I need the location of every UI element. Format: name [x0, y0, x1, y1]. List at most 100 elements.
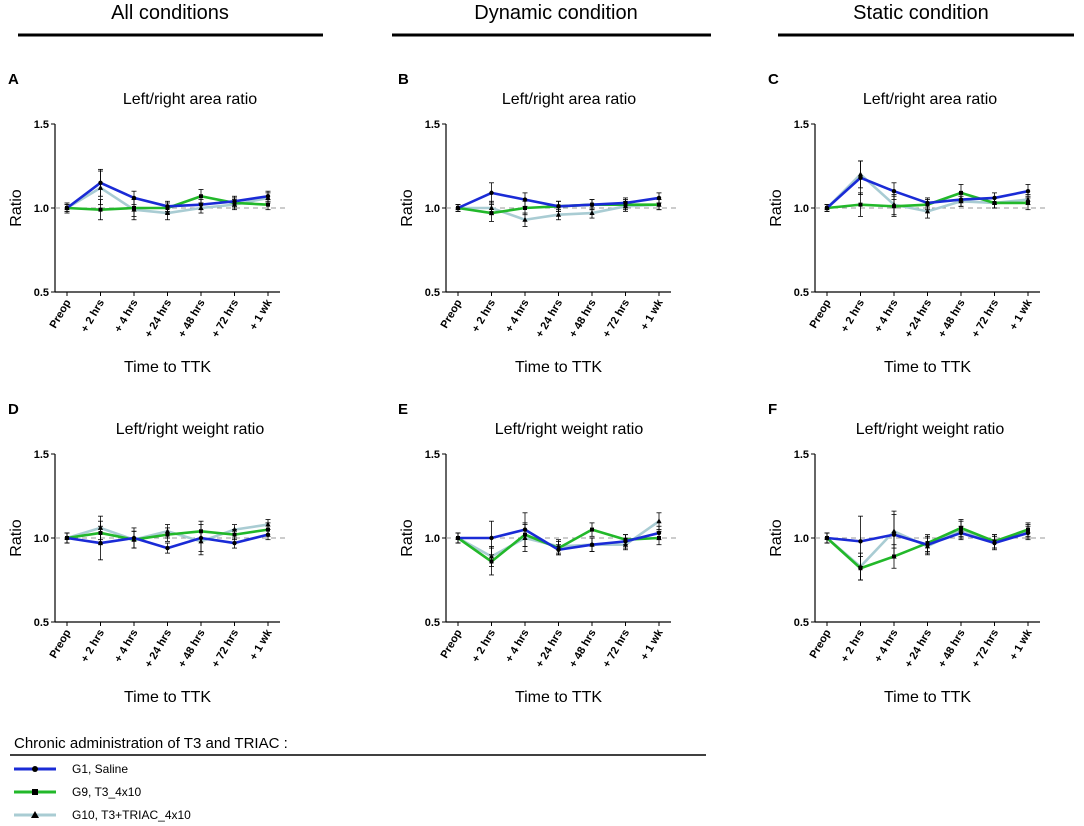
column-title: Dynamic condition [474, 2, 637, 24]
data-point [656, 530, 662, 536]
data-point [131, 195, 137, 201]
x-tick-label: Preop [808, 297, 834, 330]
y-tick-label: 0.5 [794, 617, 809, 629]
x-tick-label: + 48 hrs [936, 298, 967, 340]
panel-e: E Left/right weight ratio 0.5 1.0 1.5 Ratio Pr… [398, 401, 677, 706]
y-axis-label: Ratio [8, 519, 25, 556]
panel-c: C Left/right area ratio 0.5 1.0 1.5 Ratio Preo… [768, 71, 1046, 376]
x-tick-label: + 4 hrs [112, 628, 140, 665]
x-tick-label: + 24 hrs [143, 298, 174, 340]
x-tick-label: + 4 hrs [503, 298, 531, 335]
x-tick-label: + 48 hrs [567, 628, 598, 670]
data-point [266, 202, 270, 207]
y-tick-label: 1.5 [425, 449, 440, 461]
data-point [522, 216, 528, 222]
data-point [523, 206, 527, 210]
x-tick-label: + 24 hrs [143, 628, 174, 670]
x-tick-label: + 72 hrs [970, 628, 1001, 670]
data-point [858, 539, 863, 544]
y-tick-label: 0.5 [794, 287, 809, 299]
x-tick-label: + 1 wk [248, 627, 275, 663]
data-point [98, 540, 103, 546]
y-tick-label: 1.0 [34, 203, 49, 215]
y-tick-label: 1.0 [794, 203, 809, 215]
data-point [891, 532, 897, 537]
data-point [1026, 200, 1030, 205]
data-point [589, 210, 595, 216]
data-point [992, 540, 997, 546]
x-axis-label: Time to TTK [124, 359, 211, 376]
data-point [132, 206, 136, 210]
data-point [198, 202, 204, 207]
y-tick-label: 1.5 [34, 119, 49, 131]
data-point [98, 207, 103, 212]
x-tick-label: + 2 hrs [839, 298, 867, 335]
legend-marker-circle [32, 766, 38, 772]
series-g1 [64, 520, 271, 561]
data-point [824, 535, 830, 541]
y-tick-label: 1.5 [794, 449, 809, 461]
column-header-static: Static condition [778, 2, 1074, 37]
x-tick-label: + 4 hrs [112, 298, 140, 335]
y-tick-label: 1.0 [425, 533, 440, 545]
legend-item-g1: G1, Saline [14, 762, 128, 776]
panel-letter: B [398, 71, 409, 88]
data-point [657, 202, 661, 207]
data-point [64, 535, 70, 541]
x-tick-label: + 2 hrs [79, 298, 107, 335]
panel-b: B Left/right area ratio 0.5 1.0 1.5 Ratio Preo… [398, 71, 677, 376]
x-tick-label: + 72 hrs [210, 628, 241, 670]
y-tick-label: 1.5 [794, 119, 809, 131]
data-point [489, 559, 494, 564]
x-tick-label: Preop [48, 627, 74, 660]
x-axis-label: Time to TTK [124, 689, 211, 706]
x-tick-label: + 4 hrs [872, 298, 900, 335]
x-tick-label: Preop [439, 627, 465, 660]
data-point [589, 542, 595, 547]
data-point [232, 532, 237, 537]
y-axis-label: Ratio [768, 189, 785, 226]
series-g1 [824, 160, 1031, 212]
panel-letter: F [768, 401, 777, 418]
data-point [958, 197, 964, 202]
y-tick-label: 1.5 [34, 449, 49, 461]
legend: Chronic administration of T3 and TRIAC :… [10, 735, 706, 822]
y-tick-label: 1.0 [425, 203, 440, 215]
data-point [1025, 530, 1031, 536]
panel-f: F Left/right weight ratio 0.5 1.0 1.5 Ratio Pr… [768, 401, 1046, 706]
y-tick-label: 1.0 [34, 533, 49, 545]
legend-label: G10, T3+TRIAC_4x10 [72, 808, 191, 822]
data-point [265, 532, 271, 537]
data-point [555, 211, 562, 217]
legend-item-g10: G10, T3+TRIAC_4x10 [14, 808, 191, 822]
x-tick-label: + 1 wk [639, 297, 666, 333]
legend-label: G9, T3_4x10 [72, 785, 141, 799]
panel-title: Left/right weight ratio [495, 421, 644, 438]
y-axis-label: Ratio [399, 519, 416, 556]
panel-title: Left/right area ratio [863, 91, 997, 108]
series-g1 [455, 182, 662, 212]
data-point [198, 535, 204, 541]
y-tick-label: 1.5 [425, 119, 440, 131]
data-point [556, 547, 561, 552]
y-axis-label: Ratio [399, 189, 416, 226]
series-g1 [64, 168, 271, 214]
data-point [265, 194, 271, 199]
data-point [925, 200, 930, 206]
y-tick-label: 0.5 [34, 287, 49, 299]
x-tick-label: + 72 hrs [601, 298, 632, 340]
data-point [589, 202, 595, 207]
data-point [891, 189, 897, 194]
y-tick-label: 0.5 [425, 617, 440, 629]
column-title: All conditions [111, 2, 229, 24]
y-axis-label: Ratio [768, 519, 785, 556]
data-point [489, 211, 494, 216]
data-point [165, 204, 170, 209]
x-tick-label: + 24 hrs [534, 628, 565, 670]
x-tick-label: + 48 hrs [567, 298, 598, 340]
legend-marker-square [32, 789, 38, 795]
data-point [925, 542, 930, 547]
data-point [892, 204, 896, 209]
x-tick-label: + 4 hrs [503, 628, 531, 665]
